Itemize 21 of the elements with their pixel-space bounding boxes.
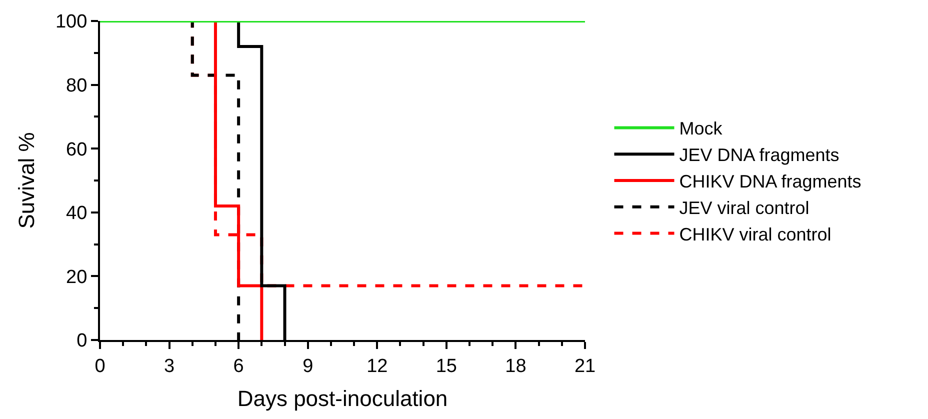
y-tick-label: 100 <box>55 12 88 33</box>
legend-label: CHIKV DNA fragments <box>679 172 862 192</box>
y-tick-label: 60 <box>66 139 88 160</box>
x-tick-label: 6 <box>233 356 244 377</box>
y-tick-label: 20 <box>66 266 88 288</box>
x-tick-label: 15 <box>436 356 457 377</box>
legend-label: Mock <box>679 118 724 139</box>
y-tick-label: 80 <box>66 75 88 96</box>
x-tick-label: 0 <box>94 356 106 377</box>
y-tick-label: 0 <box>76 330 88 352</box>
legend-label: JEV viral control <box>679 198 810 218</box>
x-axis-title: Days post-inoculation <box>237 386 448 412</box>
y-axis-title: Suvival % <box>14 132 39 229</box>
x-tick-label: 12 <box>366 356 388 377</box>
x-tick-label: 3 <box>164 356 175 377</box>
x-tick-label: 18 <box>505 356 526 377</box>
x-tick-label: 21 <box>574 356 596 377</box>
legend-label: CHIKV viral control <box>679 224 832 244</box>
legend-label: JEV DNA fragments <box>679 145 840 166</box>
y-tick-label: 40 <box>66 203 88 224</box>
x-tick-label: 9 <box>302 356 314 377</box>
